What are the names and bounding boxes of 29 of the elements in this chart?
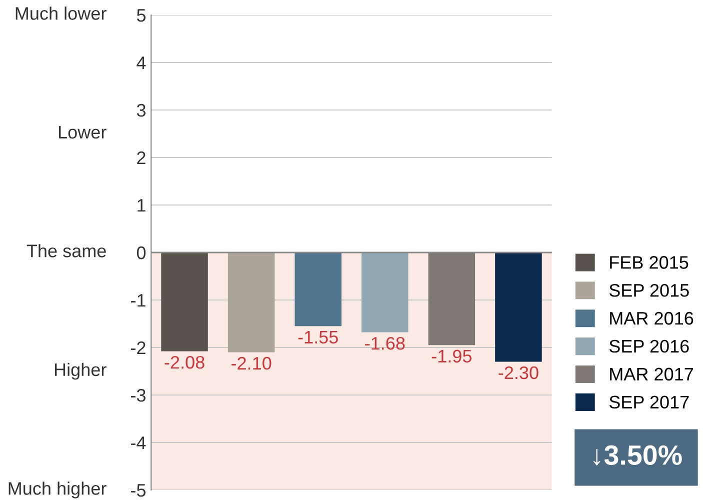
text: Much higher [8, 482, 106, 498]
text: Much lower [16, 6, 106, 20]
y-tick-label: 0 [136, 246, 146, 260]
data-label: -2.10 [232, 356, 272, 370]
legend-label: FEB 2015 [610, 256, 688, 269]
y-tick-label: -5 [131, 484, 146, 497]
legend-label: MAR 2016 [610, 312, 694, 325]
data-label: -1.95 [432, 350, 472, 363]
y-tick-label: 2 [137, 151, 146, 164]
y-tick-label: -1 [131, 294, 146, 307]
data-label: -2.30 [498, 366, 538, 380]
legend-label: SEP 2016 [609, 340, 689, 353]
text: Higher [54, 362, 106, 380]
legend-label: SEP 2017 [609, 396, 689, 409]
data-label: -1.55 [298, 330, 338, 344]
text: The same [26, 244, 106, 258]
legend-label: MAR 2017 [610, 368, 694, 381]
y-tick-label: -2 [131, 341, 146, 354]
legend-label: SEP 2015 [609, 284, 689, 297]
data-label: -2.08 [164, 356, 204, 369]
data-label: -1.68 [365, 336, 405, 350]
text: ↓3.50% [594, 445, 682, 466]
y-tick-label: 4 [136, 56, 146, 70]
y-tick-label: 3 [136, 104, 146, 117]
text: Lower [59, 126, 106, 139]
y-tick-label: 5 [136, 9, 146, 22]
y-tick-label: -4 [131, 436, 146, 450]
y-tick-label: -3 [131, 388, 146, 402]
y-tick-label: 1 [138, 199, 146, 212]
